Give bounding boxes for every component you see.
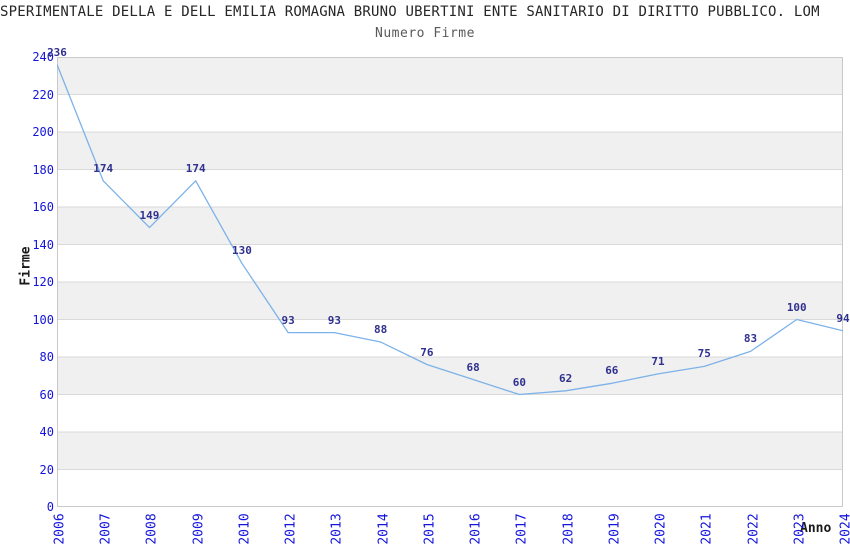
- y-tick-label: 240: [32, 50, 54, 64]
- y-tick-label: 120: [32, 275, 54, 289]
- y-tick-label: 100: [32, 312, 54, 327]
- x-tick-label: 2008: [144, 513, 160, 545]
- x-tick-label: 2021: [699, 513, 715, 545]
- y-tick-label: 180: [32, 162, 54, 177]
- x-tick-label: 2022: [746, 513, 762, 545]
- data-point-label: 60: [512, 375, 526, 389]
- x-tick-label: 2019: [607, 513, 623, 545]
- data-point-label: 93: [281, 313, 295, 327]
- background-band: [57, 319, 843, 357]
- plot-border: [57, 57, 843, 507]
- x-tick-label: 2013: [329, 513, 345, 545]
- background-band: [57, 357, 843, 395]
- y-tick-label: 0: [46, 500, 54, 514]
- y-axis-title: Firme: [18, 246, 34, 286]
- x-tick-label: 2015: [422, 513, 438, 545]
- y-tick-label: 160: [32, 200, 54, 214]
- x-tick-label: 2023: [792, 513, 808, 545]
- y-tick-label: 200: [32, 125, 54, 139]
- x-tick-label: 2024: [838, 513, 850, 545]
- y-tick-label: 80: [39, 350, 54, 364]
- x-tick-label: 2007: [98, 513, 114, 545]
- chart-subtitle: Numero Firme: [375, 26, 475, 41]
- x-tick-label: 2017: [514, 513, 530, 545]
- x-tick-label: 2014: [376, 513, 392, 545]
- background-band: [57, 94, 843, 132]
- x-tick-label: 2020: [653, 513, 669, 545]
- x-tick-label: 2018: [561, 513, 577, 545]
- plot-area: [57, 57, 843, 507]
- x-tick-label: 2006: [52, 513, 68, 545]
- data-point-label: 149: [139, 208, 160, 222]
- y-tick-label: 20: [39, 462, 54, 477]
- y-tick-label: 220: [32, 87, 54, 102]
- background-band: [57, 207, 843, 245]
- background-band: [57, 57, 843, 95]
- background-band: [57, 469, 843, 507]
- data-point-label: 93: [327, 313, 342, 327]
- series-line: [57, 64, 843, 396]
- data-point-label: 88: [374, 323, 388, 336]
- data-point-label: 174: [93, 161, 114, 175]
- background-band: [57, 244, 843, 282]
- chart-title: SPERIMENTALE DELLA E DELL EMILIA ROMAGNA…: [0, 4, 820, 20]
- x-axis-title: Anno: [800, 521, 832, 536]
- data-point-label: 130: [232, 244, 252, 258]
- data-point-label: 66: [605, 364, 619, 378]
- background-band: [57, 432, 843, 470]
- background-band: [57, 394, 843, 432]
- data-point-label: 174: [185, 161, 206, 175]
- data-point-label: 83: [743, 332, 758, 346]
- x-tick-label: 2012: [283, 513, 299, 545]
- y-tick-label: 60: [39, 387, 54, 402]
- y-tick-label: 40: [39, 425, 54, 439]
- data-point-label: 75: [697, 347, 711, 361]
- data-point-label: 62: [558, 371, 573, 385]
- y-tick-label: 140: [32, 237, 54, 252]
- data-point-label: 236: [47, 45, 67, 59]
- x-tick-label: 2016: [468, 513, 484, 545]
- x-tick-label: 2010: [237, 513, 253, 545]
- data-point-label: 76: [420, 345, 434, 359]
- background-band: [57, 282, 843, 320]
- data-point-label: 68: [466, 360, 480, 374]
- background-band: [57, 132, 843, 170]
- data-point-label: 94: [836, 311, 850, 325]
- data-point-label: 71: [651, 354, 665, 368]
- data-point-label: 100: [786, 300, 807, 314]
- x-tick-label: 2009: [191, 513, 207, 545]
